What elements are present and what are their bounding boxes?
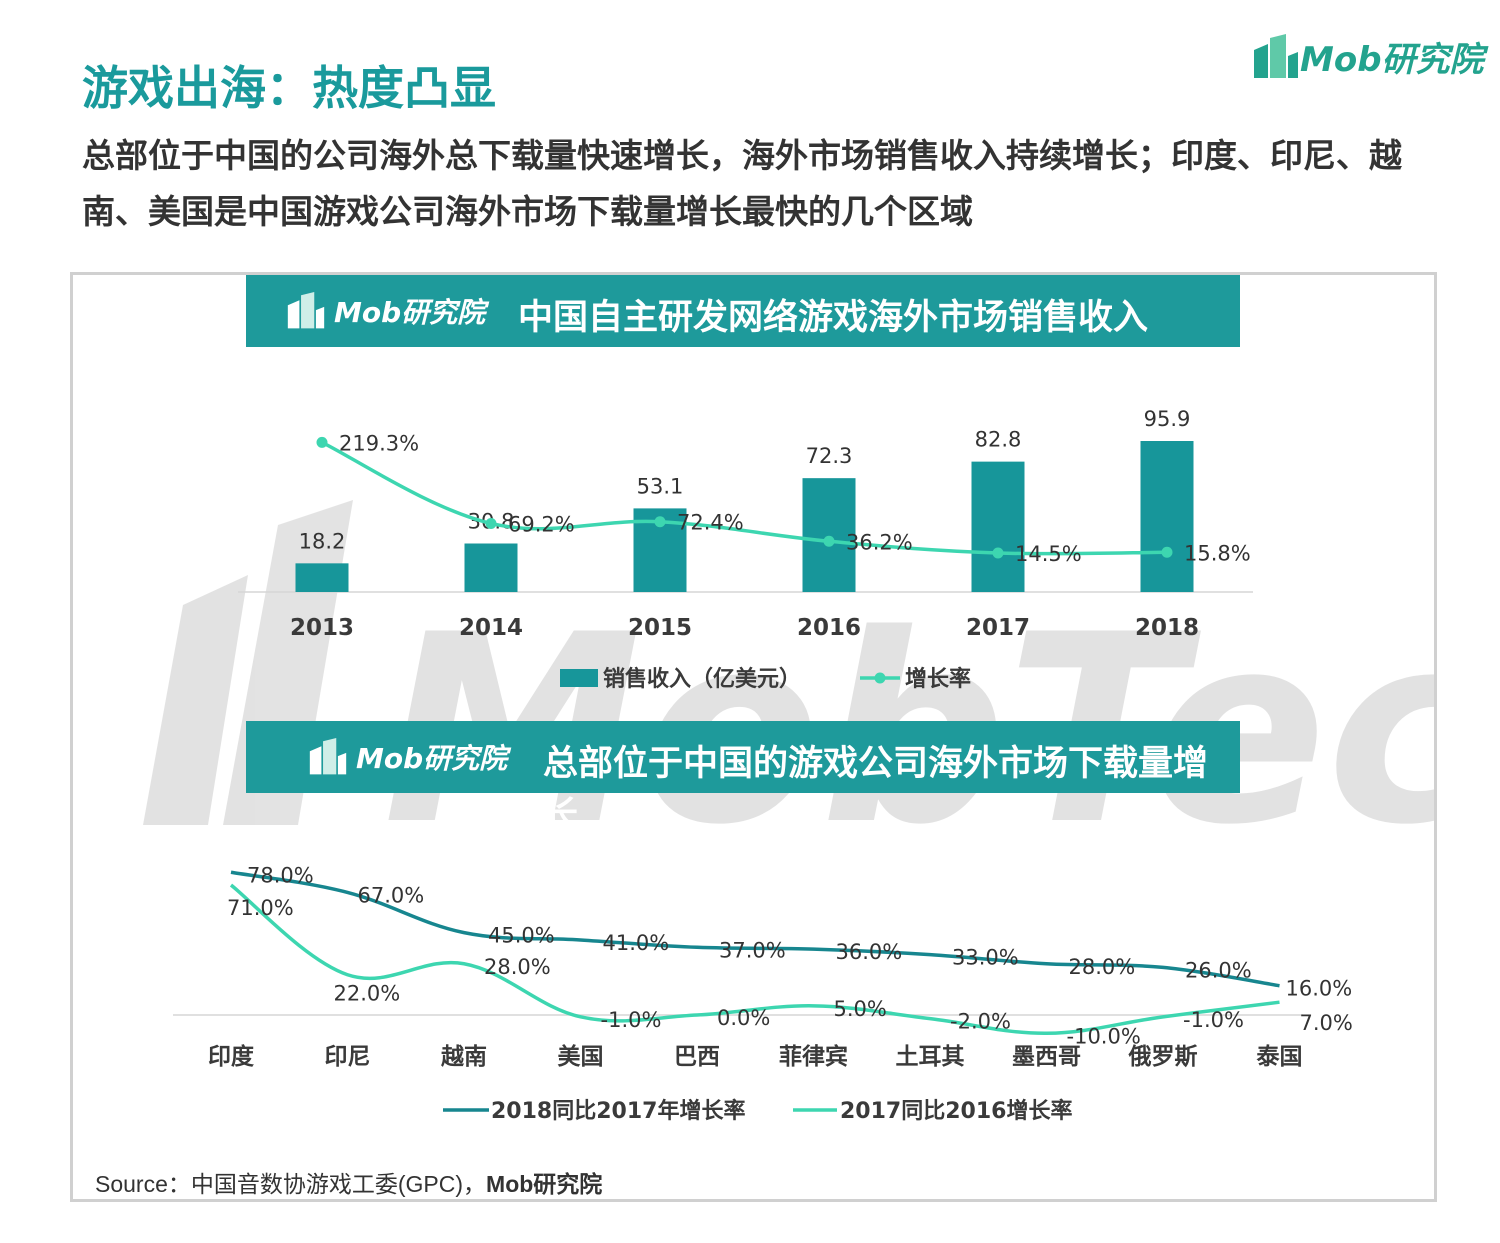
data-label: 26.0% [1185,958,1252,982]
chart1-title: 中国自主研发网络游戏海外市场销售收入 [518,298,1149,338]
growth-value-label: 14.5% [1015,542,1082,566]
growth-point [1161,546,1173,558]
legend-line-marker [874,672,886,684]
chart2-title: 总部位于中国的游戏公司海外市场下载量增长 [543,744,1209,835]
data-label: 7.0% [1300,1011,1353,1035]
growth-line [321,440,1168,556]
chart1-banner: Mob研究院 中国自主研发网络游戏海外市场销售收入 [246,275,1240,347]
building-logo-icon [1254,33,1298,78]
growth-point [485,517,497,529]
source-note: Source：中国音数协游戏工委(GPC)，Mob研究院 [95,1165,602,1199]
data-label: 45.0% [488,924,555,948]
data-label: 41.0% [603,931,670,955]
x-tick-label: 2014 [459,615,523,641]
data-label: 5.0% [834,997,887,1021]
data-label: 16.0% [1286,977,1353,1001]
building-logo-icon [287,292,325,329]
x-tick-label: 泰国 [1256,1043,1303,1070]
data-label: 28.0% [484,955,551,979]
x-tick-label: 印度 [208,1043,255,1070]
logo-text: Mob研究院 [334,296,486,329]
data-label: 78.0% [247,863,314,887]
x-tick-label: 巴西 [674,1044,720,1070]
x-tick-label: 2015 [628,615,692,641]
series-line [229,883,1280,1036]
data-label: -10.0% [1067,1024,1141,1048]
legend-bar-label: 销售收入（亿美元） [603,666,801,692]
logo-text: Mob研究院 [356,742,508,775]
revenue-chart: 18.2201330.8201453.1201572.3201682.82017… [238,407,1253,692]
x-tick-label: 美国 [558,1043,604,1070]
data-label: 36.0% [836,940,903,964]
x-tick-label: 2017 [966,615,1030,641]
data-label: -2.0% [950,1010,1011,1034]
growth-value-label: 219.3% [339,431,419,455]
download-growth-chart: 印度 印尼 越南 美国 巴西 菲律宾 土耳其 墨西哥 俄罗斯 泰国 78.0% 67.0% 45.0% 4… [173,863,1353,1124]
data-label: 0.0% [717,1006,770,1030]
data-label: 33.0% [952,946,1019,970]
data-label: -1.0% [1183,1008,1244,1032]
data-label: -1.0% [601,1008,662,1032]
growth-point [823,535,835,547]
x-tick-label: 土耳其 [896,1044,965,1070]
data-label: 37.0% [719,938,786,962]
bar [802,478,856,592]
bar-value-label: 72.3 [806,444,853,468]
growth-value-label: 15.8% [1184,541,1251,565]
legend-bar-swatch [560,669,598,687]
bar-value-label: 95.9 [1144,407,1191,431]
x-tick-label: 墨西哥 [1012,1044,1081,1070]
bar [1140,441,1194,592]
brand-logo: Mob研究院 [1252,32,1484,81]
bar-value-label: 53.1 [637,474,684,498]
source-brand: Mob研究院 [486,1171,603,1197]
growth-value-label: 69.2% [508,512,575,536]
data-label: 28.0% [1069,955,1136,979]
bar [295,563,349,592]
x-tick-label: 2016 [797,615,861,641]
bar [464,543,518,592]
source-prefix: Source：中国音数协游戏工委(GPC)， [95,1171,487,1197]
data-label: 22.0% [334,982,401,1006]
chart-panel: MobTech Mob研究院 中国自主研发网络游戏海外市场销售收入 18.220… [70,272,1437,1202]
bar-value-label: 18.2 [299,529,346,553]
page-subtitle: 总部位于中国的公司海外总下载量快速增长，海外市场销售收入持续增长；印度、印尼、越… [82,136,1402,231]
growth-value-label: 36.2% [846,530,913,554]
x-tick-label: 2018 [1135,615,1199,641]
series-line [230,870,1280,988]
bar [971,461,1025,592]
x-tick-label: 2013 [290,615,354,641]
x-tick-label: 菲律宾 [779,1043,848,1070]
growth-value-label: 72.4% [677,511,744,535]
data-label: 67.0% [358,883,425,907]
bar-value-label: 82.8 [975,428,1022,452]
x-tick-label: 俄罗斯 [1128,1043,1198,1070]
logo-text: Mob研究院 [1300,40,1484,80]
legend-line-label: 增长率 [905,666,971,692]
data-label: 71.0% [227,896,294,920]
x-tick-label: 印尼 [325,1044,371,1070]
page-title: 游戏出海：热度凸显 [82,61,496,115]
building-logo-icon [309,738,347,775]
legend-label: 2017同比2016增长率 [840,1098,1072,1124]
growth-point [316,436,328,448]
growth-point [992,547,1004,559]
chart2-banner: Mob研究院 总部位于中国的游戏公司海外市场下载量增长 [246,721,1240,835]
x-tick-label: 越南 [441,1044,487,1070]
legend-label: 2018同比2017年增长率 [491,1098,745,1124]
growth-point [654,516,666,528]
